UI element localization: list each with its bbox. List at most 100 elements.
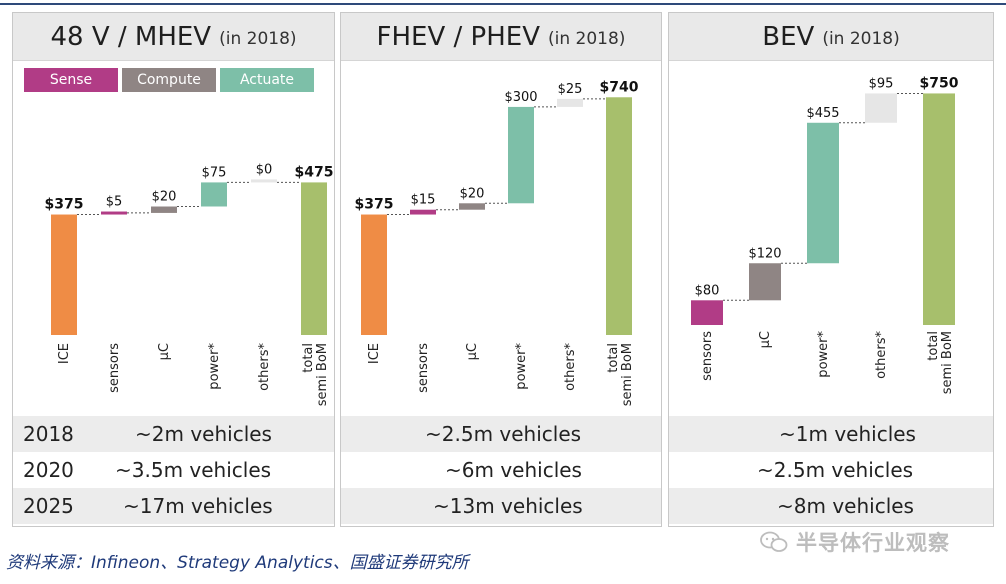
category-label: others* xyxy=(874,331,889,379)
legend: Sense Compute Actuate xyxy=(24,68,314,92)
panel-fhev-phev: FHEV / PHEV (in 2018) $375 ICE $15 sensors $… xyxy=(340,12,662,527)
category-label-line: sensors xyxy=(107,343,122,393)
bar-total xyxy=(301,182,327,335)
table-row: ~1m vehicles xyxy=(669,416,993,452)
vehicle-table: ~2.5m vehicles ~6m vehicles ~13m vehicle… xyxy=(341,416,661,524)
category-label: power* xyxy=(207,343,222,390)
category-label-line: sensors xyxy=(416,343,431,393)
category-label: totalsemi BoM xyxy=(301,343,330,406)
category-label: ICE xyxy=(57,343,72,364)
data-label: $455 xyxy=(806,106,839,121)
bar-compute xyxy=(459,203,485,210)
table-row: ~2.5m vehicles xyxy=(669,452,993,488)
data-label: $475 xyxy=(295,164,334,180)
vehicle-table: ~1m vehicles ~2.5m vehicles ~8m vehicles xyxy=(669,416,993,524)
category-label: ICE xyxy=(367,343,382,364)
table-row: 2020 ~3.5m vehicles xyxy=(13,452,334,488)
category-label: power* xyxy=(514,343,529,390)
category-label-line: others* xyxy=(874,331,889,379)
panel-title-sub: (in 2018) xyxy=(548,28,626,49)
category-label-line: others* xyxy=(257,343,272,391)
panel-title-sub: (in 2018) xyxy=(219,28,297,49)
data-label: $95 xyxy=(869,76,894,91)
category-label: sensors xyxy=(700,331,715,381)
data-label: $15 xyxy=(411,193,436,208)
data-label: $80 xyxy=(695,283,720,298)
vehicle-count: ~8m vehicles xyxy=(777,494,914,518)
table-row: ~13m vehicles xyxy=(341,488,661,524)
table-row: 2018 ~2m vehicles xyxy=(13,416,334,452)
vehicle-count: ~6m vehicles xyxy=(445,458,582,482)
bar-total xyxy=(923,93,955,325)
vehicle-count: ~1m vehicles xyxy=(779,422,916,446)
category-label: others* xyxy=(563,343,578,391)
data-label: $0 xyxy=(256,162,273,177)
category-label-line: ICE xyxy=(367,343,382,364)
category-label: totalsemi BoM xyxy=(606,343,635,406)
category-label-line: µC xyxy=(465,343,480,360)
waterfall-chart: $375 ICE $5 sensors $20 µC $75 power* $0 others* $… xyxy=(45,162,334,406)
category-label: power* xyxy=(816,331,831,378)
category-label-line: semi BoM xyxy=(620,343,635,406)
data-label: $5 xyxy=(106,195,123,210)
legend-sense: Sense xyxy=(24,68,118,92)
category-label-line: µC xyxy=(157,343,172,360)
data-label: $740 xyxy=(600,79,639,95)
source-note: 资料来源：Infineon、Strategy Analytics、国盛证券研究所 xyxy=(6,553,469,573)
legend-compute: Compute xyxy=(122,68,216,92)
panel-title: 48 V / MHEV (in 2018) xyxy=(13,13,334,61)
panel-48v-mhev: 48 V / MHEV (in 2018) Sense Compute Actu… xyxy=(12,12,335,527)
data-label: $20 xyxy=(152,190,177,205)
vehicle-count: ~2.5m vehicles xyxy=(425,422,582,446)
waterfall-chart: $375 ICE $15 sensors $20 µC $300 power* $25 other… xyxy=(355,79,639,406)
category-label-line: semi BoM xyxy=(940,331,955,394)
bar-total xyxy=(606,97,632,336)
vehicle-table: 2018 ~2m vehicles 2020 ~3.5m vehicles 20… xyxy=(13,416,334,524)
category-label-line: power* xyxy=(207,343,222,390)
data-label: $375 xyxy=(355,197,394,213)
bar-actuate xyxy=(201,182,227,207)
category-label: others* xyxy=(257,343,272,391)
panel-title-main: 48 V / MHEV xyxy=(50,21,212,52)
category-label-line: total xyxy=(926,331,941,361)
bar-actuate xyxy=(508,106,534,204)
panel-title-main: BEV xyxy=(762,21,815,52)
waterfall-chart: $80 sensors $120 µC $455 power* $95 others* $750… xyxy=(691,75,959,394)
panel-title-main: FHEV / PHEV xyxy=(376,21,540,52)
bar-sense xyxy=(691,300,723,325)
category-label: totalsemi BoM xyxy=(926,331,955,394)
panel-title-sub: (in 2018) xyxy=(822,28,900,49)
bar-ice xyxy=(361,214,387,335)
category-label-line: total xyxy=(301,343,316,373)
watermark: 半导体行业观察 xyxy=(760,527,950,557)
bar-others xyxy=(251,179,277,183)
category-label: sensors xyxy=(107,343,122,393)
table-row: ~2.5m vehicles xyxy=(341,416,661,452)
category-label: µC xyxy=(157,343,172,360)
data-label: $375 xyxy=(45,197,84,213)
bar-actuate xyxy=(807,122,839,264)
category-label-line: power* xyxy=(816,331,831,378)
panel-bev: BEV (in 2018) $80 sensors $120 µC $455 power*… xyxy=(668,12,994,527)
top-rule xyxy=(0,3,1006,5)
year-label: 2018 xyxy=(23,422,74,446)
vehicle-count: ~2m vehicles xyxy=(135,422,272,446)
data-label: $20 xyxy=(460,186,485,201)
table-row: ~8m vehicles xyxy=(669,488,993,524)
bar-compute xyxy=(749,263,781,301)
category-label-line: power* xyxy=(514,343,529,390)
vehicle-count: ~2.5m vehicles xyxy=(757,458,914,482)
vehicle-count: ~3.5m vehicles xyxy=(115,458,272,482)
data-label: $750 xyxy=(920,75,959,91)
vehicle-count: ~17m vehicles xyxy=(123,494,273,518)
category-label: sensors xyxy=(416,343,431,393)
table-row: ~6m vehicles xyxy=(341,452,661,488)
bar-sense xyxy=(410,209,436,215)
bar-ice xyxy=(51,214,77,335)
category-label-line: sensors xyxy=(700,331,715,381)
data-label: $75 xyxy=(202,165,227,180)
vehicle-count: ~13m vehicles xyxy=(433,494,583,518)
table-row: 2025 ~17m vehicles xyxy=(13,488,334,524)
data-label: $25 xyxy=(558,82,583,97)
data-label: $120 xyxy=(748,246,781,261)
